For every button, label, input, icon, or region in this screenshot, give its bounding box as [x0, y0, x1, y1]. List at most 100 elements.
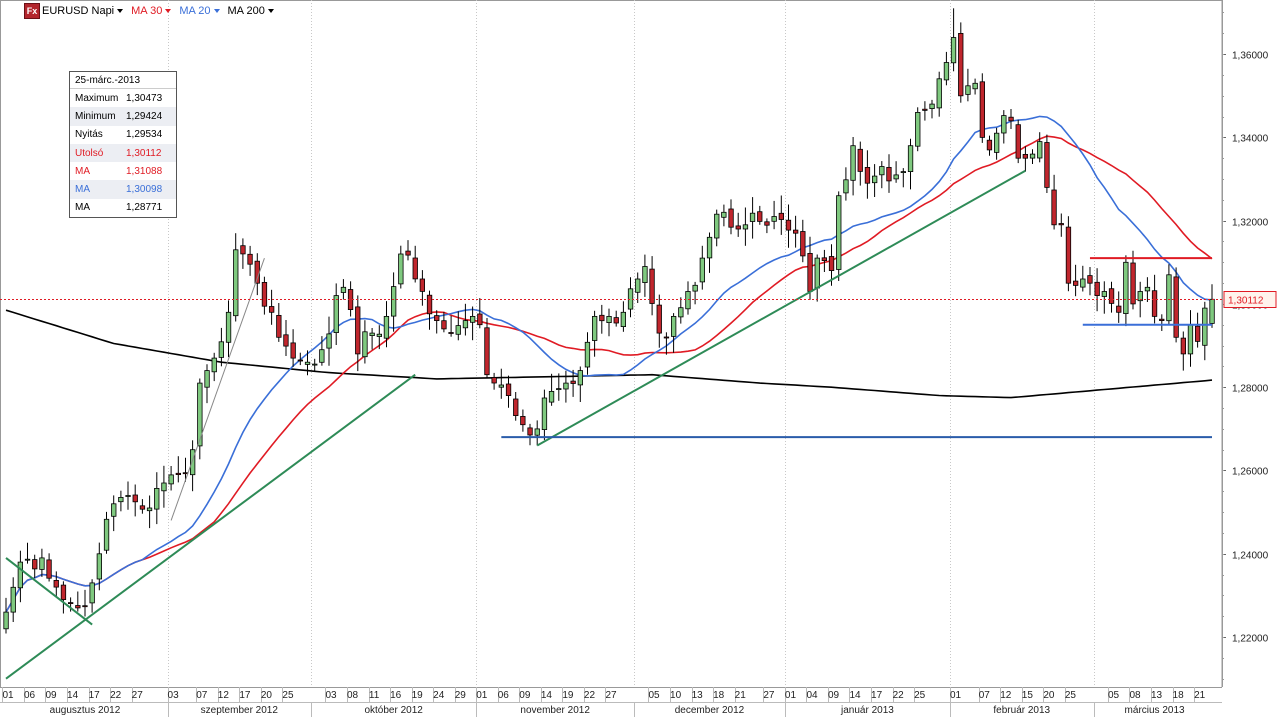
candle-up — [627, 288, 634, 310]
x-month-label: március 2013 — [1125, 705, 1185, 716]
candle-up — [326, 333, 332, 349]
candle-up — [1080, 278, 1086, 288]
candle-up — [1001, 115, 1007, 134]
ma30-selector[interactable]: MA 30 — [131, 4, 172, 17]
candle-down — [60, 584, 67, 600]
last-price-box — [1223, 291, 1277, 308]
x-day-label: 27 — [132, 690, 144, 701]
candle-down — [1065, 226, 1072, 284]
x-day-label: 09 — [828, 690, 840, 701]
x-day-label: 18 — [1173, 690, 1185, 701]
data-window: 25-márc.-2013 Maximum 1,30473 Minimum 1,294… — [69, 71, 177, 219]
y-tick-label: 1,28000 — [1232, 384, 1269, 395]
candle-down — [821, 257, 827, 261]
data-window-row: MA 1,31088 — [70, 162, 176, 180]
candle-up — [893, 174, 899, 180]
data-window-row: Maximum 1,30473 — [70, 89, 176, 107]
candle-up — [39, 557, 45, 570]
chevron-down-icon — [213, 8, 220, 13]
candle-down — [1151, 290, 1158, 317]
candle-down — [405, 250, 411, 256]
ma30-label: MA 30 — [131, 4, 163, 17]
candle-down — [1130, 262, 1136, 305]
symbol-label: EURUSD Napi — [42, 4, 115, 17]
candle-down — [1094, 281, 1100, 296]
candle-up — [671, 315, 677, 337]
fx-icon: Fx — [24, 2, 40, 19]
symbol-selector[interactable]: EURUSD Napi — [42, 4, 124, 17]
candle-down — [656, 304, 662, 334]
candle-down — [276, 314, 282, 338]
candle-up — [1029, 153, 1036, 159]
y-tick-label: 1,36000 — [1232, 51, 1269, 62]
candle-up — [89, 582, 95, 604]
candle-up — [197, 382, 203, 447]
candle-down — [448, 332, 454, 334]
x-day-label: 24 — [433, 690, 445, 701]
data-window-value: 1,31088 — [126, 165, 163, 177]
candle-up — [965, 85, 971, 95]
ma200-selector[interactable]: MA 200 — [228, 5, 274, 17]
candle-up — [3, 611, 9, 630]
candle-down — [649, 268, 655, 304]
x-day-label: 21 — [1194, 690, 1206, 701]
data-window-value: 1,30098 — [126, 184, 163, 196]
x-day-label: 17 — [89, 690, 101, 701]
candle-up — [225, 311, 232, 343]
candle-up — [204, 370, 210, 388]
candle-up — [125, 495, 131, 497]
candle-down — [1015, 124, 1021, 159]
candle-up — [548, 390, 555, 403]
candle-up — [312, 363, 318, 366]
candle-up — [118, 496, 124, 503]
candle-down — [757, 211, 763, 222]
candle-down — [441, 320, 447, 330]
candle-down — [412, 257, 418, 280]
data-window-row: MA 1,28771 — [70, 199, 176, 217]
candle-up — [714, 213, 720, 239]
candle-up — [1166, 274, 1172, 322]
x-day-label: 08 — [347, 690, 359, 701]
candle-down — [778, 212, 784, 220]
candle-up — [771, 216, 777, 222]
candle-down — [477, 313, 483, 326]
candle-up — [936, 78, 942, 109]
candle-down — [1108, 288, 1115, 304]
x-month-label: november 2012 — [520, 705, 590, 716]
candle-up — [534, 428, 540, 436]
x-day-label: 03 — [325, 690, 337, 701]
ma20-selector[interactable]: MA 20 — [179, 5, 220, 17]
candle-down — [355, 306, 361, 355]
candle-down — [922, 108, 928, 111]
candle-up — [218, 341, 225, 358]
candle-up — [10, 586, 16, 613]
candle-down — [986, 139, 993, 151]
x-day-label: 06 — [498, 690, 510, 701]
candle-down — [82, 605, 88, 608]
candle-up — [706, 236, 713, 259]
x-day-label: 07 — [979, 690, 991, 701]
candle-up — [398, 253, 404, 285]
candle-down — [613, 317, 619, 324]
x-day-label: 01 — [950, 690, 962, 701]
candle-down — [800, 231, 806, 257]
candle-up — [146, 507, 153, 512]
candle-up — [390, 286, 397, 317]
x-day-label: 07 — [196, 690, 208, 701]
candle-down — [139, 505, 146, 510]
candle-up — [455, 325, 461, 335]
candle-down — [1073, 280, 1079, 286]
x-day-label: 04 — [806, 690, 818, 701]
candle-down — [520, 415, 526, 426]
x-month-label: január 2013 — [840, 705, 894, 716]
candle-up — [563, 382, 569, 390]
candle-up — [879, 166, 885, 176]
x-day-label: 14 — [67, 690, 79, 701]
x-day-label: 22 — [110, 690, 122, 701]
x-month-label: szeptember 2012 — [201, 705, 279, 716]
ma200-label: MA 200 — [227, 4, 265, 17]
candle-up — [699, 257, 705, 283]
candle-down — [1180, 337, 1186, 355]
candle-down — [527, 427, 533, 436]
